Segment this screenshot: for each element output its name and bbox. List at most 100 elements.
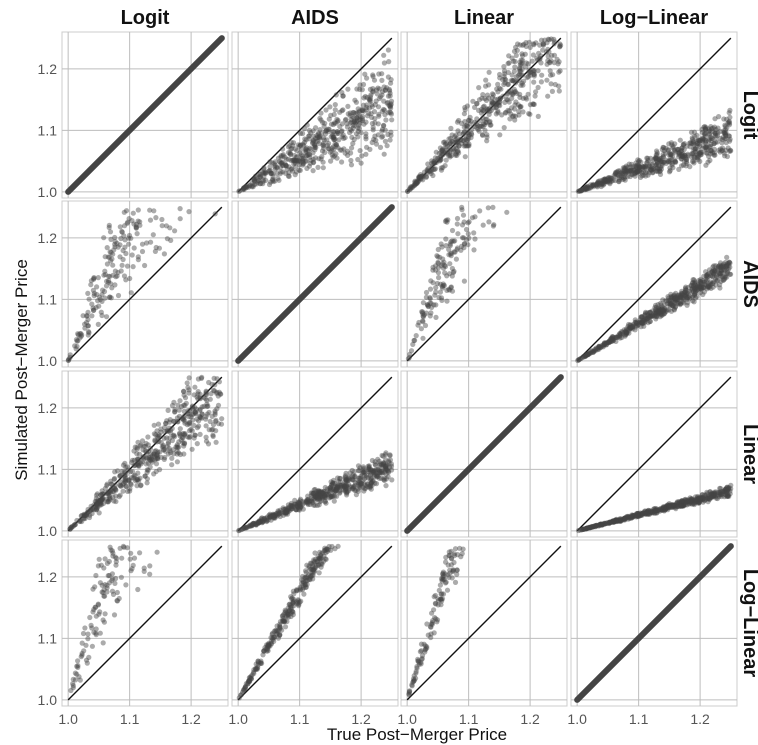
scatter-point [621,515,628,521]
scatter-point [514,78,520,84]
scatter-point [453,145,459,152]
scatter-point [218,391,224,397]
scatter-point [610,338,616,344]
scatter-point [654,309,660,315]
scatter-point [427,286,434,292]
scatter-point [668,297,674,303]
scatter-point [331,134,337,140]
scatter-point [304,581,310,588]
scatter-point [588,182,594,188]
scatter-point [186,209,192,215]
scatter-point [254,519,260,525]
scatter-point [183,400,189,406]
scatter-point [597,522,603,528]
scatter-point [695,496,701,502]
scatter-point [705,284,711,290]
scatter-point [601,341,607,347]
scatter-point [677,502,684,508]
scatter-point [676,152,682,158]
scatter-point [548,72,554,78]
scatter-point [546,59,553,65]
scatter-point [185,410,191,417]
scatter-point [246,184,252,190]
scatter-point [725,493,731,499]
scatter-point [724,153,731,160]
scatter-point [703,127,709,133]
scatter-point [96,303,102,309]
scatter-point [708,124,714,130]
scatter-point [88,507,94,513]
scatter-point [608,338,615,344]
scatter-point [676,499,682,505]
scatter-point [665,507,671,513]
scatter-point [635,513,641,519]
scatter-point [721,130,727,136]
scatter-point [272,511,279,518]
points [575,107,734,194]
scatter-point [192,409,198,415]
scatter-point [704,145,710,151]
scatter-point [174,451,180,457]
scatter-point [362,71,368,77]
scatter-point [310,168,316,174]
scatter-point [665,502,671,508]
scatter-point [418,648,424,654]
scatter-point [163,223,169,229]
scatter-point [487,108,493,114]
scatter-point [694,154,700,160]
scatter-point [213,439,219,445]
scatter-point [603,177,609,183]
scatter-point [658,300,664,306]
scatter-point [645,172,651,178]
scatter-point [291,596,297,602]
scatter-point [662,298,668,304]
scatter-point [289,608,295,615]
scatter-point [449,132,455,138]
scatter-point [364,481,371,487]
scatter-point [357,465,363,471]
scatter-point [594,522,600,529]
scatter-point [292,172,298,178]
scatter-point [717,271,723,277]
scatter-point [462,143,469,149]
scatter-point [525,91,531,97]
scatter-point [105,279,112,285]
scatter-point [629,514,635,520]
scatter-point [320,140,327,147]
scatter-point [722,491,729,498]
scatter-point [388,129,394,135]
scatter-point [679,498,685,504]
scatter-point [281,510,287,516]
scatter-point [297,505,303,511]
scatter-point [720,488,726,495]
scatter-point [413,333,419,339]
scatter-point [115,244,121,250]
scatter-point [660,505,666,511]
scatter-point [320,165,326,171]
scatter-point [432,158,438,164]
scatter-point [496,102,502,108]
scatter-point [363,134,369,140]
scatter-point [242,684,248,691]
scatter-point [457,137,464,143]
scatter-point [270,177,276,183]
scatter-point [626,514,632,520]
scatter-point [377,144,384,150]
scatter-point [619,169,625,175]
scatter-point [158,439,164,446]
scatter-point [645,155,651,161]
scatter-point [72,677,79,683]
scatter-point [381,84,387,90]
scatter-point [705,282,712,288]
scatter-point [107,294,113,300]
scatter-point [654,162,660,168]
scatter-point [520,82,526,88]
scatter-point [414,178,420,184]
scatter-point [698,287,704,293]
scatter-point [346,476,353,482]
scatter-point [290,157,296,163]
scatter-point [435,246,441,253]
scatter-point [318,488,324,494]
scatter-point [177,431,183,437]
scatter-point [700,284,706,290]
